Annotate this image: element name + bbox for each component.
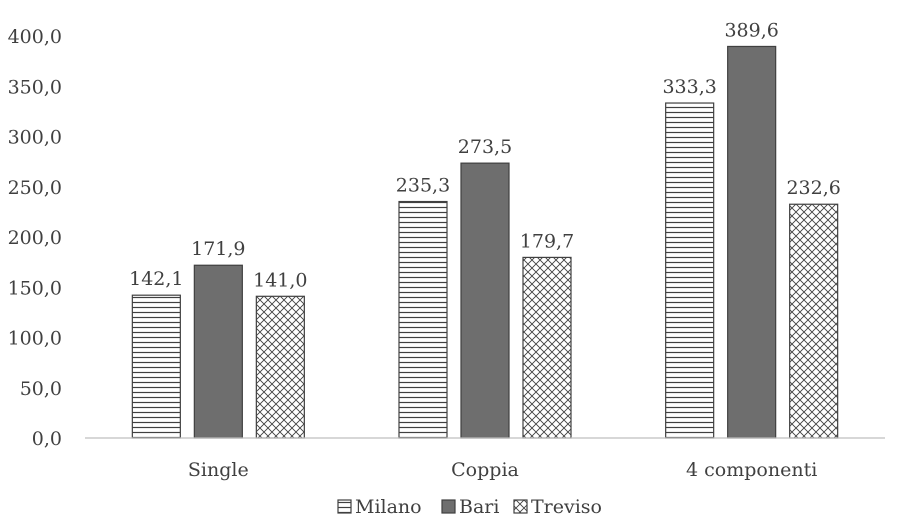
bar-bari-2 bbox=[460, 162, 510, 439]
legend: Milano Bari Treviso bbox=[337, 496, 602, 518]
data-label: 141,0 bbox=[253, 269, 307, 291]
legend-swatch-treviso bbox=[513, 499, 528, 514]
y-tick-label: 0,0 bbox=[32, 428, 62, 450]
y-tick-label: 350,0 bbox=[8, 76, 62, 98]
data-label: 389,6 bbox=[724, 19, 778, 41]
bar-milano-3 bbox=[665, 102, 715, 439]
bar-treviso-3 bbox=[789, 203, 839, 439]
data-label: 235,3 bbox=[396, 175, 450, 197]
x-category-label: Single bbox=[188, 459, 249, 481]
bar-bari-1 bbox=[193, 264, 243, 439]
legend-label-bari: Bari bbox=[459, 496, 499, 518]
legend-swatch-bari bbox=[441, 499, 456, 514]
bar-treviso-1 bbox=[255, 295, 305, 439]
y-tick-label: 250,0 bbox=[8, 177, 62, 199]
y-tick-label: 300,0 bbox=[8, 127, 62, 149]
y-tick-label: 150,0 bbox=[8, 277, 62, 299]
x-category-label: Coppia bbox=[451, 459, 519, 481]
data-label: 142,1 bbox=[129, 268, 183, 290]
y-tick-label: 200,0 bbox=[8, 227, 62, 249]
data-label: 232,6 bbox=[786, 177, 840, 199]
bars bbox=[131, 45, 839, 439]
legend-label-milano: Milano bbox=[355, 496, 422, 518]
bar-treviso-2 bbox=[522, 256, 572, 439]
data-label: 171,9 bbox=[191, 238, 245, 260]
legend-swatch-milano bbox=[337, 499, 352, 514]
data-labels: 142,1 235,3 333,3 171,9 273,5 389,6 141,0 179,7… bbox=[129, 19, 841, 291]
y-tick-label: 400,0 bbox=[8, 26, 62, 48]
y-axis-ticks: 0,0 50,0 100,0 150,0 200,0 250,0 300,0 350,0 400… bbox=[8, 26, 62, 450]
bar-milano-1 bbox=[131, 294, 181, 439]
bar-milano-2 bbox=[398, 200, 448, 439]
y-tick-label: 100,0 bbox=[8, 328, 62, 350]
legend-label-treviso: Treviso bbox=[531, 496, 602, 518]
x-axis: Single Coppia 4 componenti bbox=[85, 437, 885, 481]
x-category-label: 4 componenti bbox=[686, 459, 817, 481]
y-tick-label: 50,0 bbox=[20, 378, 62, 400]
bar-bari-3 bbox=[727, 45, 777, 439]
data-label: 333,3 bbox=[662, 76, 716, 98]
data-label: 179,7 bbox=[520, 230, 574, 252]
data-label: 273,5 bbox=[458, 136, 512, 158]
